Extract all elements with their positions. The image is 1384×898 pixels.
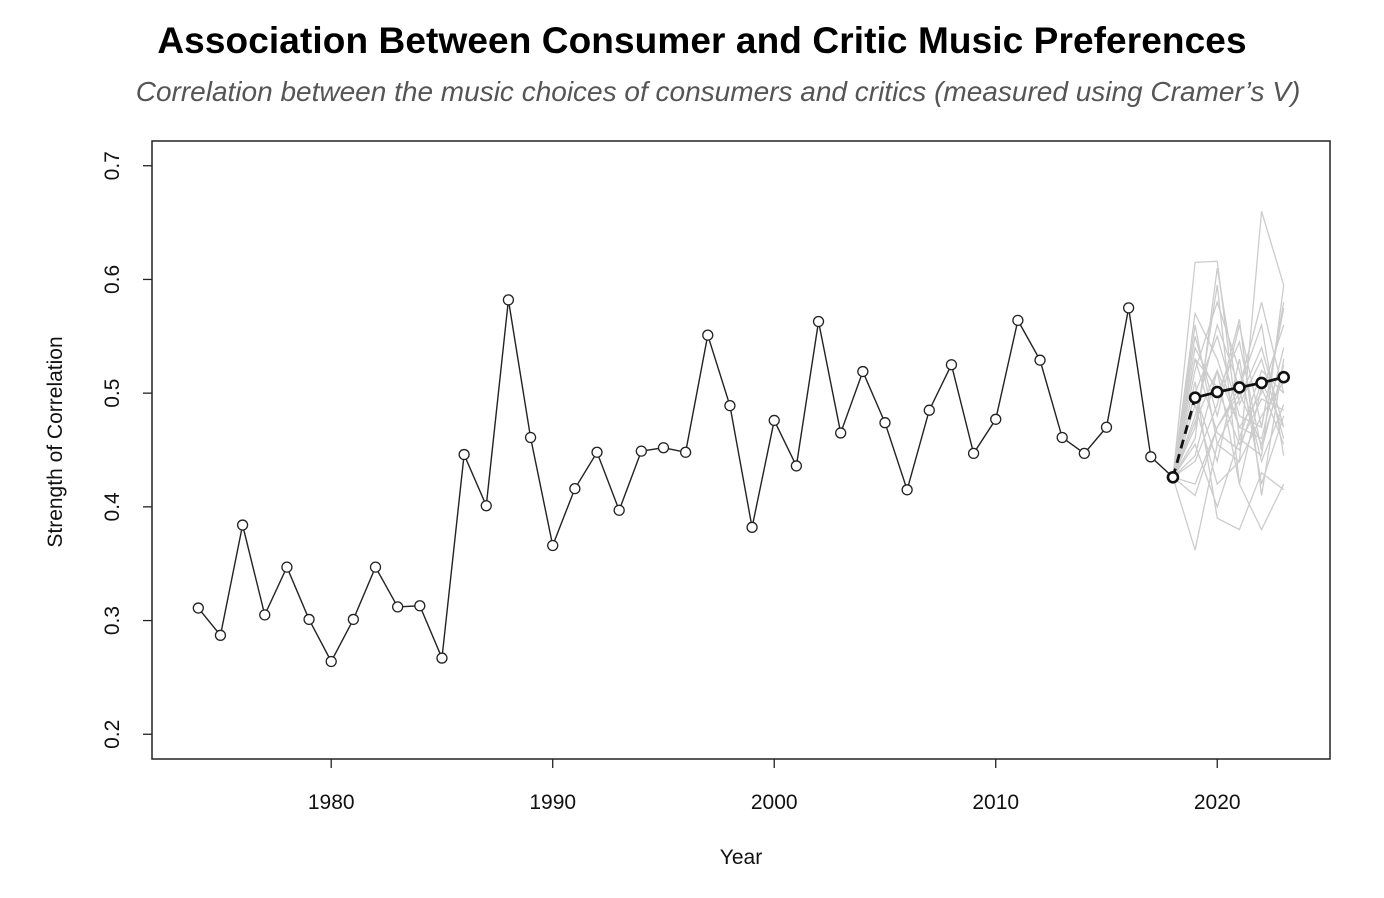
- forecast-point: [1166, 470, 1180, 484]
- y-tick-label: 0.3: [101, 606, 124, 635]
- forecast-point: [1277, 370, 1290, 384]
- observed-point: [303, 613, 315, 626]
- observed-point: [724, 400, 736, 412]
- observed-point: [1034, 354, 1046, 366]
- observed-point: [1122, 302, 1135, 314]
- forecast-point: [1255, 376, 1268, 390]
- y-tick-label: 0.2: [101, 720, 124, 749]
- y-axis-label: Strength of Correlation: [44, 336, 67, 547]
- observed-point: [1145, 451, 1157, 463]
- observed-point: [835, 427, 847, 439]
- observed-point: [1078, 447, 1090, 460]
- forecast-point: [1233, 381, 1246, 394]
- forecast-dashed-segment: [1171, 397, 1197, 478]
- observed-point: [392, 601, 404, 613]
- y-axis: 0.2 0.3 0.4 0.5 0.6 0.7: [101, 151, 152, 749]
- simulation-line: [1172, 357, 1284, 478]
- observed-point: [702, 329, 714, 341]
- x-tick-label: 2020: [1194, 791, 1241, 814]
- simulation-line: [1172, 322, 1285, 485]
- observed-point: [591, 446, 603, 458]
- simulation-line: [1172, 302, 1285, 478]
- observed-point: [369, 561, 382, 573]
- observed-point: [923, 404, 935, 416]
- observed-point: [657, 442, 670, 454]
- forecast-point: [1210, 385, 1224, 399]
- simulation-line: [1172, 324, 1285, 478]
- observed-point: [436, 652, 448, 664]
- observed-point: [879, 417, 891, 429]
- x-axis-label: Year: [720, 846, 762, 869]
- observed-point: [569, 483, 581, 495]
- forecast-point: [1188, 391, 1202, 404]
- observed-point: [812, 315, 825, 328]
- simulation-line: [1172, 319, 1285, 496]
- observed-point: [480, 500, 492, 512]
- observed-point: [768, 414, 780, 427]
- observed-point: [458, 448, 470, 461]
- observed-point: [524, 431, 537, 444]
- observed-point: [679, 446, 692, 458]
- chart-subtitle: Correlation between the music choices of…: [135, 76, 1301, 107]
- observed-point: [613, 504, 625, 516]
- observed-point: [192, 602, 204, 614]
- simulation-line: [1172, 260, 1285, 478]
- x-tick-label: 2000: [751, 791, 798, 814]
- chart-title: Association Between Consumer and Critic …: [157, 20, 1247, 61]
- observed-point: [990, 413, 1002, 425]
- observed-point: [325, 655, 337, 668]
- x-tick-label: 1980: [308, 791, 355, 814]
- observed-point: [281, 561, 293, 573]
- observed-point: [214, 629, 227, 641]
- observed-point: [1012, 314, 1024, 327]
- plot-frame: [151, 140, 1331, 760]
- y-tick-label: 0.5: [101, 379, 124, 408]
- observed-point: [236, 519, 249, 531]
- observed-point: [790, 460, 803, 472]
- simulation-line: [1172, 285, 1285, 532]
- simulation-line: [1172, 302, 1285, 478]
- observed-point: [1056, 431, 1068, 444]
- simulation-line: [1172, 369, 1285, 509]
- simulation-line: [1172, 370, 1285, 497]
- simulation-line: [1172, 347, 1285, 478]
- observed-point: [502, 294, 515, 306]
- observed-point: [945, 359, 958, 371]
- observed-point: [746, 521, 758, 533]
- observed-line: [197, 299, 1174, 663]
- x-tick-label: 2010: [972, 791, 1019, 814]
- simulation-line: [1172, 381, 1285, 531]
- forecast-series: [1166, 370, 1290, 484]
- y-tick-label: 0.7: [101, 151, 124, 180]
- x-tick-label: 1990: [529, 791, 576, 814]
- observed-point: [901, 484, 913, 496]
- observed-point: [347, 613, 360, 626]
- observed-point: [414, 600, 426, 612]
- observed-point: [635, 445, 647, 457]
- x-axis: 1980 1990 2000 2010 2020: [308, 759, 1241, 814]
- observed-point: [1100, 421, 1113, 433]
- observed-point: [547, 539, 559, 552]
- simulation-line: [1172, 368, 1285, 485]
- y-tick-label: 0.4: [101, 492, 124, 522]
- observed-point: [857, 365, 869, 378]
- observed-point: [259, 609, 271, 621]
- simulation-line: [1172, 300, 1285, 478]
- observed-series: [192, 294, 1179, 668]
- observed-point: [967, 447, 980, 460]
- y-tick-label: 0.6: [101, 265, 124, 294]
- simulation-line: [1172, 211, 1285, 551]
- simulation-line: [1172, 339, 1285, 478]
